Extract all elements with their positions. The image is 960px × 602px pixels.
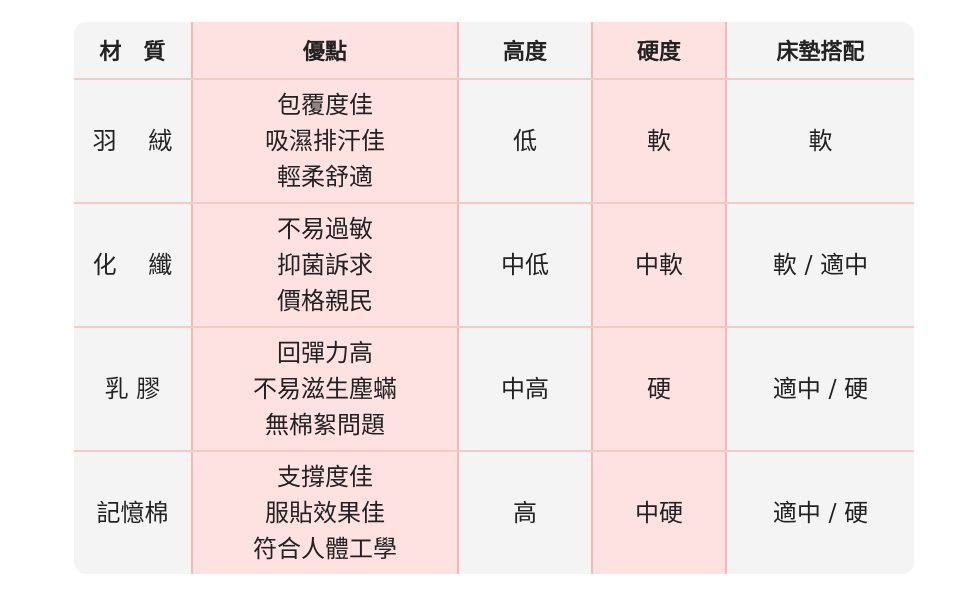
table-row: 羽 絨包覆度佳 吸濕排汗佳 輕柔舒適低軟軟 bbox=[74, 79, 914, 205]
cell-mattress: 軟 / 適中 bbox=[726, 203, 914, 329]
advantage-line: 價格親民 bbox=[277, 287, 373, 316]
cell-advantages: 回彈力高不易滋生塵蟎 無棉絮問題 bbox=[191, 327, 459, 453]
cell-firmness: 中硬 bbox=[591, 451, 727, 574]
header-material: 材 質 bbox=[74, 22, 192, 80]
cell-material: 乳 膠 bbox=[74, 327, 192, 453]
cell-height: 中低 bbox=[458, 203, 592, 329]
cell-advantages: 不易過敏抑菌訴求價格親民 bbox=[191, 203, 459, 329]
table-row: 乳 膠回彈力高 不易滋生塵蟎 無棉絮問題 中高硬適中 / 硬 bbox=[74, 327, 914, 453]
pillow-comparison-table-card: 材 質 優點 高度 硬度 床墊搭配 羽 絨包覆度佳 吸濕排汗佳 輕柔舒適低軟軟化 纖… bbox=[74, 22, 914, 574]
cell-advantages: 包覆度佳吸濕排汗佳輕柔舒適 bbox=[191, 79, 459, 205]
cell-height: 高 bbox=[513, 499, 537, 528]
header-firmness: 硬度 bbox=[591, 22, 727, 80]
advantage-line: 支撐度佳 bbox=[277, 463, 373, 492]
cell-firmness: 硬 bbox=[591, 327, 727, 453]
advantage-line: 抑菌訴求 bbox=[277, 251, 373, 280]
advantage-line: 不易過敏 bbox=[277, 215, 373, 244]
advantage-line: 符合人體工學 bbox=[253, 535, 397, 564]
header-row: 材 質 優點 高度 硬度 床墊搭配 bbox=[74, 22, 914, 80]
cell-height: 中高 bbox=[458, 327, 592, 453]
cell-advantages: 支撐度佳服貼效果佳符合人體工學 bbox=[191, 451, 459, 574]
cell-mattress: 軟 bbox=[726, 79, 914, 205]
cell-height: 低 bbox=[458, 79, 592, 205]
advantage-line: 無棉絮問題 bbox=[265, 411, 385, 440]
advantage-line: 輕柔舒適 bbox=[277, 163, 373, 192]
advantage-line: 不易滋生塵蟎 bbox=[253, 375, 397, 404]
header-height: 高度 bbox=[458, 22, 592, 80]
cell-material: 記憶棉 bbox=[96, 499, 169, 528]
header-mattress: 床墊搭配 bbox=[726, 22, 914, 80]
advantage-line: 回彈力高 bbox=[277, 339, 373, 368]
cell-material: 羽 絨 bbox=[74, 79, 192, 205]
cell-firmness: 中軟 bbox=[591, 203, 727, 329]
advantage-line: 吸濕排汗佳 bbox=[265, 127, 385, 156]
cell-mattress: 適中 / 硬 bbox=[726, 327, 914, 453]
pillow-comparison-table: 材 質 優點 高度 硬度 床墊搭配 羽 絨包覆度佳 吸濕排汗佳 輕柔舒適低軟軟化 纖… bbox=[74, 22, 914, 574]
header-advantages: 優點 bbox=[191, 22, 459, 80]
cell-material: 化 纖 bbox=[74, 203, 192, 329]
table-row: 化 纖不易過敏 抑菌訴求 價格親民 中低 中軟軟 / 適中 bbox=[74, 203, 914, 329]
cell-firmness: 軟 bbox=[591, 79, 727, 205]
advantage-line: 服貼效果佳 bbox=[265, 499, 385, 528]
cell-mattress: 適中 / 硬 bbox=[772, 499, 869, 528]
table-row: 記憶棉 支撐度佳 服貼效果佳 符合人體工學高中硬 適中 / 硬 bbox=[74, 451, 914, 574]
advantage-line: 包覆度佳 bbox=[277, 91, 373, 120]
